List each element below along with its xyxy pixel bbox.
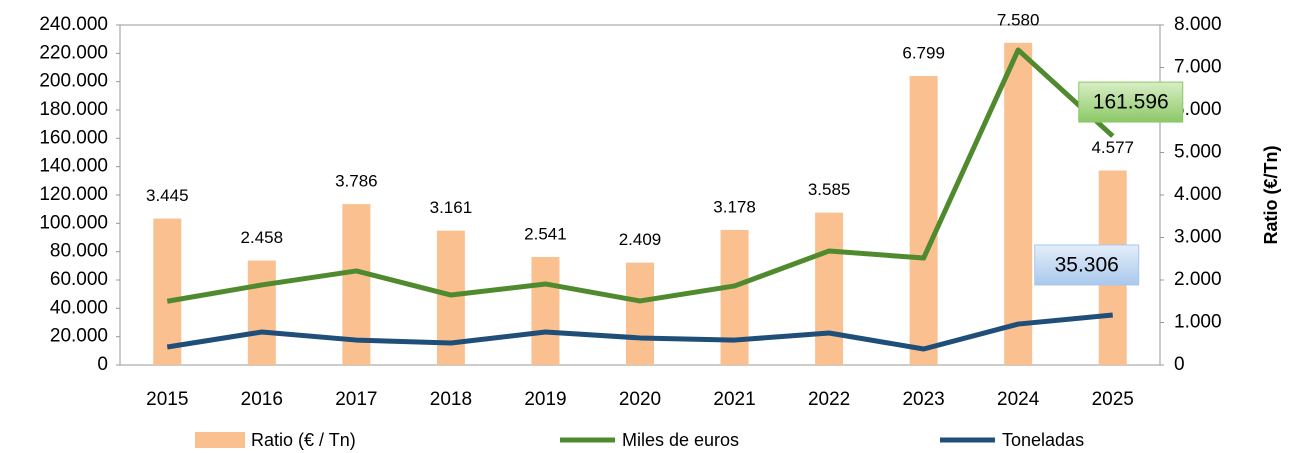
y-tick-label: 20.000	[50, 326, 108, 347]
bar-value-label: 3.786	[335, 172, 378, 191]
line	[166, 47, 1115, 304]
bar-value-label: 3.585	[808, 180, 851, 199]
legend-label: Toneladas	[1002, 430, 1084, 450]
x-tick-label: 2017	[335, 389, 377, 410]
bar-value-label: 3.178	[713, 197, 756, 216]
x-tick-label: 2018	[430, 389, 472, 410]
bar-value-label: 6.799	[902, 44, 945, 63]
y2-tick-label: 3.000	[1174, 227, 1222, 248]
x-tick-label: 2021	[713, 389, 755, 410]
y2-tick-label: 0	[1174, 354, 1185, 375]
y-tick-label: 140.000	[39, 156, 108, 177]
y-tick-label: 40.000	[50, 297, 108, 318]
bar	[909, 76, 938, 365]
legend-swatch	[195, 432, 245, 448]
y2-tick-label: 4.000	[1174, 184, 1222, 205]
legend-label: Miles de euros	[622, 430, 739, 450]
bar	[531, 257, 560, 365]
x-tick-label: 2025	[1092, 389, 1134, 410]
x-tick-label: 2024	[997, 389, 1040, 410]
bar-value-label: 7.580	[997, 10, 1040, 29]
bar	[815, 212, 844, 365]
y2-tick-label: 7.000	[1174, 57, 1222, 78]
y2-tick-label: 1.000	[1174, 312, 1222, 333]
bar-value-label: 3.445	[146, 186, 189, 205]
bar-value-label: 3.161	[430, 198, 473, 217]
y-tick-label: 220.000	[39, 42, 108, 63]
x-tick-label: 2022	[808, 389, 850, 410]
y-tick-label: 0	[97, 354, 108, 375]
line-value-label: 35.306	[1055, 254, 1119, 277]
value-label-box	[1034, 244, 1140, 286]
x-tick-label: 2015	[146, 389, 188, 410]
bar	[720, 229, 749, 365]
y2-tick-label: 8.000	[1174, 14, 1222, 35]
y-tick-label: 240.000	[39, 14, 108, 35]
x-tick-label: 2023	[902, 389, 944, 410]
line	[166, 312, 1113, 352]
bar-value-label: 2.409	[619, 230, 662, 249]
y-tick-label: 60.000	[50, 269, 108, 290]
x-tick-label: 2019	[524, 389, 566, 410]
x-tick-label: 2020	[619, 389, 661, 410]
line-value-label: 161.596	[1093, 91, 1169, 114]
y2-axis-label: Ratio (€/Tn)	[1261, 146, 1281, 245]
legend-label: Ratio (€ / Tn)	[251, 430, 356, 450]
y-tick-label: 100.000	[39, 212, 108, 233]
bar	[153, 218, 182, 365]
y-tick-label: 180.000	[39, 99, 108, 120]
y-tick-label: 120.000	[39, 184, 108, 205]
bar	[626, 262, 654, 365]
bar	[1004, 42, 1033, 365]
bar-value-label: 4.577	[1091, 138, 1134, 157]
y2-tick-label: 5.000	[1174, 142, 1222, 163]
y-tick-label: 200.000	[39, 71, 108, 92]
value-label-box	[1078, 81, 1184, 123]
y2-tick-label: 2.000	[1174, 269, 1222, 290]
y2-tick-label: 6.000	[1174, 99, 1222, 120]
bar-value-label: 2.541	[524, 224, 567, 243]
bar-value-label: 2.458	[241, 228, 284, 247]
y-tick-label: 160.000	[39, 127, 108, 148]
bar	[247, 260, 276, 365]
x-tick-label: 2016	[241, 389, 283, 410]
y-tick-label: 80.000	[50, 241, 108, 262]
